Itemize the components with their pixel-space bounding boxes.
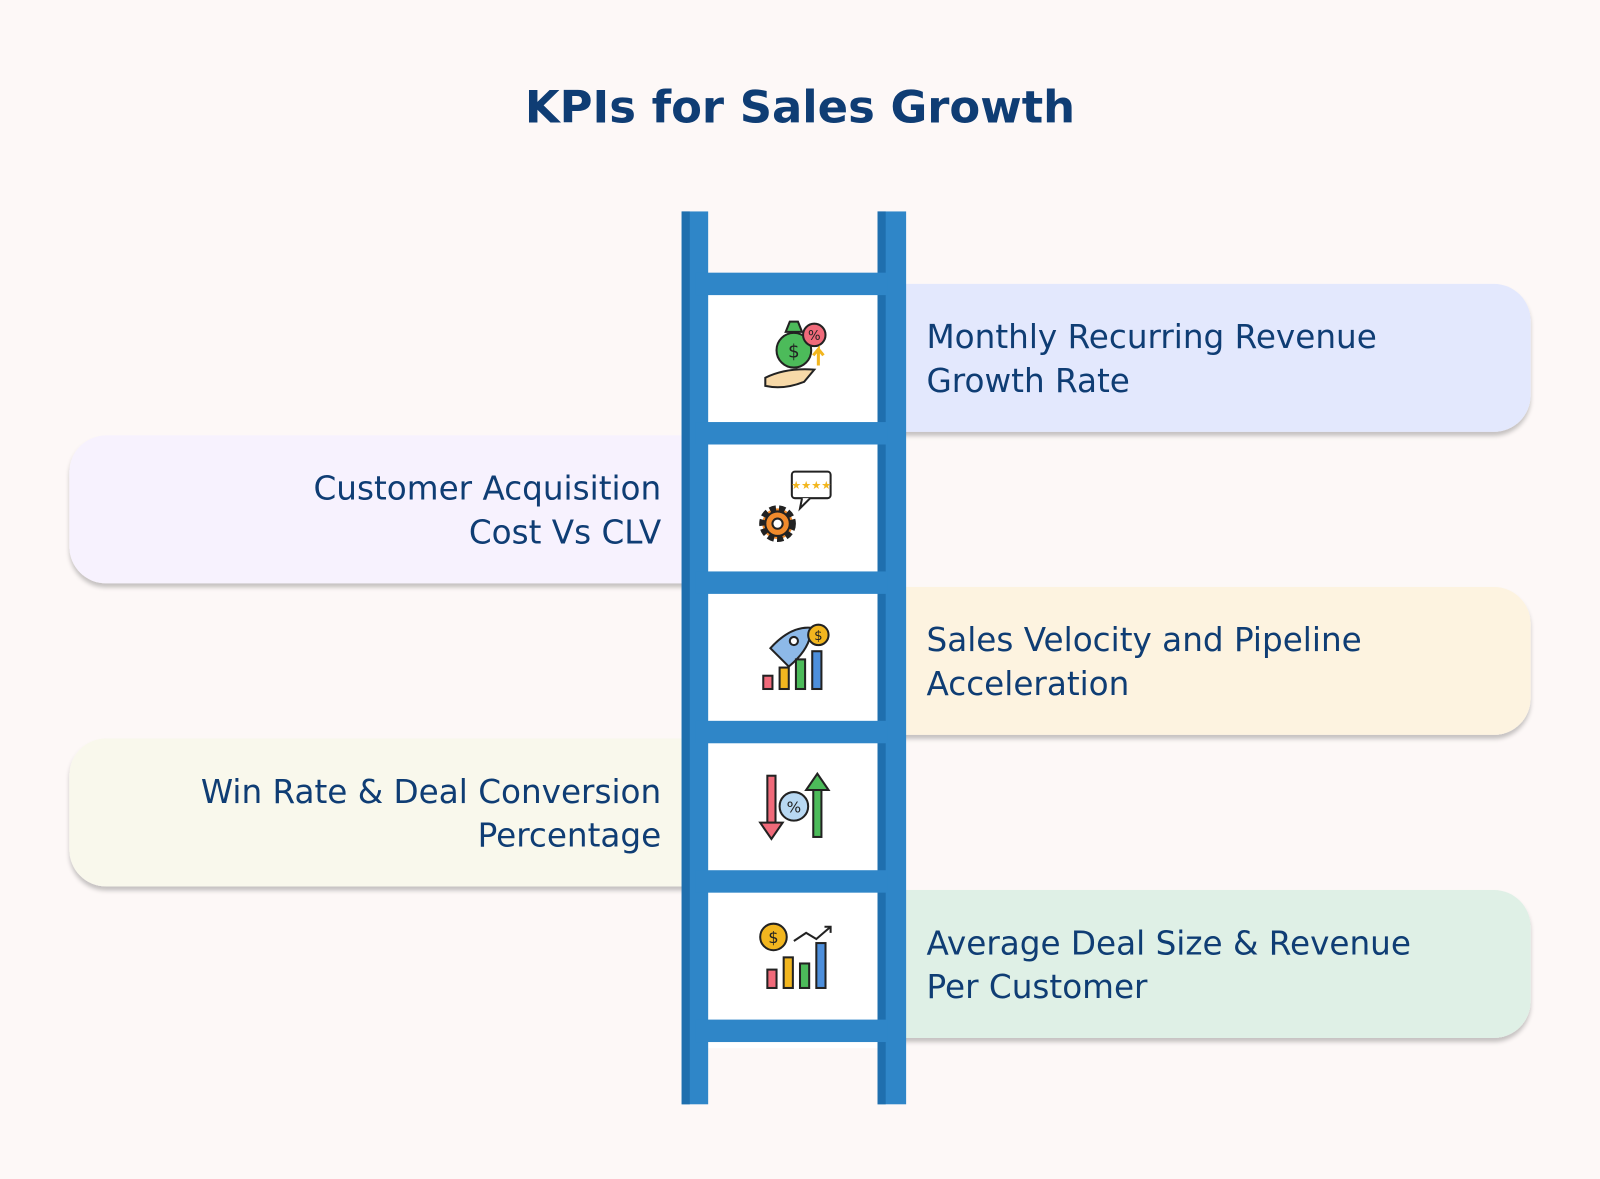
kpi-card: Sales Velocity and Pipeline Acceleration	[857, 586, 1531, 735]
rail-shade	[877, 211, 886, 1105]
card-label: Win Rate & Deal Conversion	[201, 773, 661, 811]
card-label: Cost Vs CLV	[469, 514, 662, 552]
card-label: Acceleration	[927, 665, 1130, 703]
card-background	[857, 890, 1531, 1038]
ladder-rung	[695, 1019, 888, 1043]
kpi-card: Monthly Recurring Revenue Growth Rate	[857, 283, 1531, 432]
icon-coin-chart: $	[759, 922, 832, 989]
card-background	[857, 283, 1531, 432]
ladder-rung	[695, 571, 888, 594]
icon-gear-review: ★★★★	[759, 470, 832, 543]
card-label: Average Deal Size & Revenue	[927, 924, 1411, 962]
kpi-card: Average Deal Size & Revenue Per Customer	[857, 890, 1531, 1038]
kpi-card: Customer Acquisition Cost Vs CLV	[69, 435, 723, 584]
ladder-rung	[695, 720, 888, 744]
card-label: Percentage	[478, 817, 662, 855]
card-label: Sales Velocity and Pipeline	[927, 621, 1362, 659]
rail-shade	[681, 211, 690, 1105]
title: KPIs for Sales Growth	[525, 81, 1075, 134]
kpi-card: Win Rate & Deal Conversion Percentage	[69, 738, 723, 887]
icons: $ % ★★★★ $	[758, 320, 832, 989]
card-background	[857, 586, 1531, 735]
card-label: Monthly Recurring Revenue	[927, 318, 1377, 356]
ladder	[681, 211, 907, 1105]
svg-text:%: %	[808, 329, 821, 344]
card-label: Per Customer	[927, 968, 1149, 1006]
ladder-rung	[695, 870, 888, 893]
ladder-rung	[695, 272, 888, 296]
svg-text:$: $	[814, 629, 822, 644]
card-label: Growth Rate	[927, 362, 1130, 400]
ladder-rung	[695, 422, 888, 445]
cards: Monthly Recurring Revenue Growth Rate Cust…	[69, 283, 1531, 1038]
icon-rocket-bars: $	[762, 623, 830, 691]
card-background	[69, 435, 723, 584]
card-label: Customer Acquisition	[314, 470, 662, 508]
svg-text:%: %	[787, 798, 802, 816]
icon-money-bag: $ %	[764, 320, 827, 389]
svg-text:$: $	[768, 928, 778, 947]
icon-percent-arrows: %	[758, 771, 831, 841]
card-background	[69, 738, 723, 887]
svg-text:$: $	[788, 341, 800, 362]
svg-text:★★★★: ★★★★	[791, 479, 831, 492]
